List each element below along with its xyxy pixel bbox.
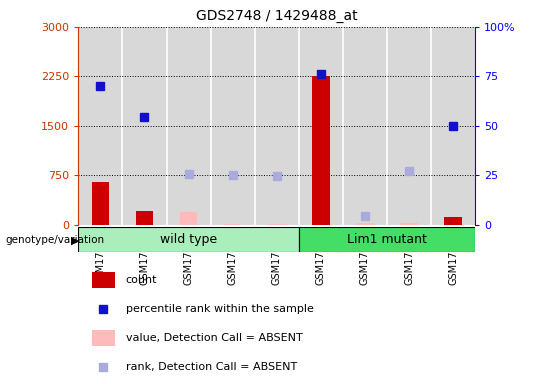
Text: Lim1 mutant: Lim1 mutant: [347, 233, 427, 245]
Bar: [431, 27, 475, 225]
Text: rank, Detection Call = ABSENT: rank, Detection Call = ABSENT: [126, 362, 297, 372]
Bar: [92, 272, 115, 288]
Bar: [356, 223, 374, 225]
Title: GDS2748 / 1429488_at: GDS2748 / 1429488_at: [196, 9, 357, 23]
Bar: [255, 27, 299, 225]
Bar: [78, 227, 299, 252]
Bar: [400, 223, 418, 225]
Bar: [136, 212, 153, 225]
Bar: [92, 330, 115, 346]
Bar: [299, 27, 343, 225]
Bar: [387, 27, 431, 225]
Bar: [444, 217, 462, 225]
Bar: [123, 27, 166, 225]
Text: wild type: wild type: [160, 233, 217, 245]
Bar: [78, 27, 123, 225]
Bar: [211, 27, 255, 225]
Text: value, Detection Call = ABSENT: value, Detection Call = ABSENT: [126, 333, 302, 343]
Bar: [92, 182, 109, 225]
Bar: [400, 223, 418, 225]
Bar: [299, 227, 475, 252]
Bar: [180, 223, 198, 225]
Bar: [166, 27, 211, 225]
Text: ▶: ▶: [71, 235, 80, 245]
Bar: [312, 76, 329, 225]
Text: genotype/variation: genotype/variation: [5, 235, 105, 245]
Bar: [343, 27, 387, 225]
Bar: [180, 212, 198, 225]
Bar: [356, 223, 374, 225]
Text: count: count: [126, 275, 157, 285]
Text: percentile rank within the sample: percentile rank within the sample: [126, 304, 314, 314]
